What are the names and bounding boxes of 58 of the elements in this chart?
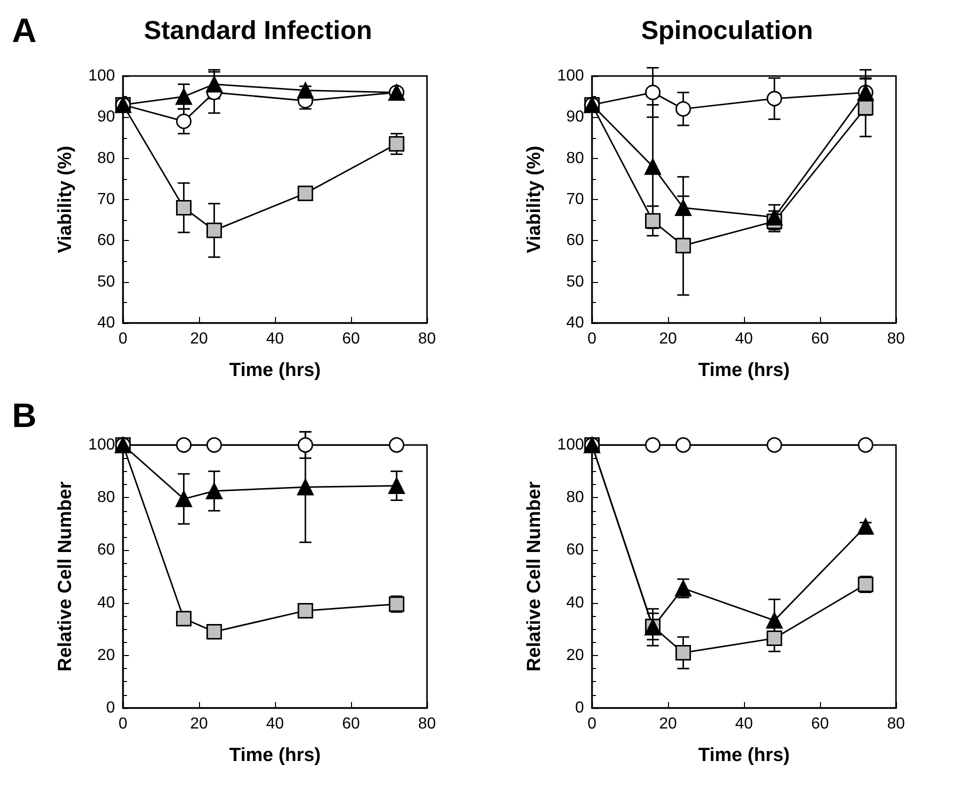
text: A (12, 12, 37, 50)
y-tick-label: 80 (566, 489, 584, 506)
y-tick-label: 50 (97, 273, 116, 290)
y-tick-label: 50 (566, 273, 584, 290)
y-tick-label: 0 (575, 700, 584, 716)
x-tick-label: 60 (342, 716, 360, 732)
y-tick-label: 80 (97, 489, 116, 506)
y-tick-label: 40 (566, 594, 584, 612)
y-tick-label: 40 (97, 594, 116, 612)
y-tick-label: 100 (557, 436, 584, 454)
chart-title: Spinoculation (641, 15, 813, 45)
x-tick-label: 0 (118, 330, 128, 348)
y-tick-label: 60 (97, 542, 116, 559)
y-tick-label: 60 (97, 232, 116, 250)
chart-title: Standard Infection (144, 15, 372, 45)
x-tick-label: 0 (588, 716, 597, 732)
x-tick-label: 80 (418, 330, 436, 348)
x-tick-label: 80 (418, 716, 436, 732)
x-tick-label: 60 (811, 716, 829, 732)
y-tick-label: 90 (97, 108, 116, 126)
x-axis-title: Time (hrs) (698, 745, 790, 766)
y-axis-title: Relative Cell Number (524, 480, 545, 672)
y-axis-title: Viability (%) (55, 146, 76, 254)
x-tick-label: 20 (190, 716, 208, 732)
y-tick-label: 100 (88, 436, 116, 454)
y-tick-label: 100 (88, 68, 116, 84)
y-tick-label: 60 (566, 542, 584, 559)
x-tick-label: 20 (190, 330, 208, 348)
x-axis-title: Time (hrs) (229, 360, 321, 381)
y-tick-label: 40 (97, 314, 116, 332)
x-tick-label: 0 (588, 330, 597, 348)
x-axis-title: Time (hrs) (229, 745, 321, 766)
x-tick-label: 60 (811, 330, 829, 348)
x-tick-label: 60 (342, 330, 360, 348)
x-tick-label: 40 (266, 330, 284, 348)
x-tick-label: 0 (118, 716, 128, 732)
y-tick-label: 60 (566, 232, 584, 250)
y-tick-label: 0 (106, 700, 116, 716)
x-tick-label: 20 (659, 330, 677, 348)
x-tick-label: 20 (659, 716, 677, 732)
x-tick-label: 80 (887, 330, 905, 348)
y-tick-label: 40 (566, 314, 584, 332)
y-tick-label: 80 (97, 150, 116, 167)
y-axis-title: Relative Cell Number (55, 480, 76, 672)
x-tick-label: 40 (735, 330, 753, 348)
x-tick-label: 40 (735, 716, 753, 732)
y-tick-label: 20 (566, 646, 584, 664)
y-tick-label: 100 (557, 68, 584, 84)
y-tick-label: 70 (566, 191, 584, 208)
text: B (12, 397, 37, 435)
x-tick-label: 40 (266, 716, 284, 732)
y-tick-label: 80 (566, 150, 584, 167)
y-axis-title: Viability (%) (524, 146, 545, 254)
y-tick-label: 20 (97, 646, 116, 664)
x-tick-label: 80 (887, 716, 905, 732)
y-tick-label: 70 (97, 191, 116, 208)
x-axis-title: Time (hrs) (698, 360, 790, 381)
y-tick-label: 90 (566, 108, 584, 126)
